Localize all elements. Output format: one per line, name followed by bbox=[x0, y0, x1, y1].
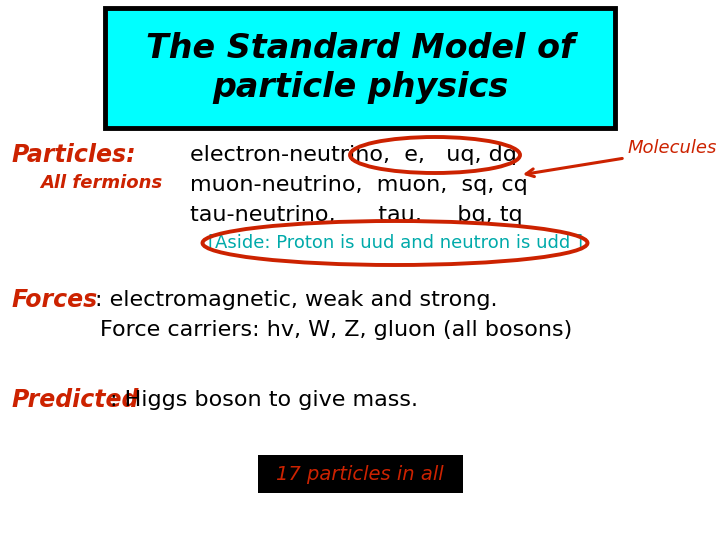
Text: Particles:: Particles: bbox=[12, 143, 137, 167]
Text: tau-neutrino,      tau,     bq, tq: tau-neutrino, tau, bq, tq bbox=[190, 205, 523, 225]
Text: : electromagnetic, weak and strong.: : electromagnetic, weak and strong. bbox=[95, 290, 498, 310]
Text: Force carriers: hv, W, Z, gluon (all bosons): Force carriers: hv, W, Z, gluon (all bos… bbox=[100, 320, 572, 340]
FancyArrowPatch shape bbox=[526, 158, 622, 177]
Text: 17 particles in all: 17 particles in all bbox=[276, 464, 444, 483]
Text: electron-neutrino,  e,   uq, dq: electron-neutrino, e, uq, dq bbox=[190, 145, 517, 165]
Text: Molecules: Molecules bbox=[628, 139, 717, 157]
Text: [Aside: Proton is uud and neutron is udd ]: [Aside: Proton is uud and neutron is udd… bbox=[207, 234, 582, 252]
Text: Predicted: Predicted bbox=[12, 388, 140, 412]
FancyBboxPatch shape bbox=[105, 8, 615, 128]
Text: All fermions: All fermions bbox=[40, 174, 162, 192]
Text: : Higgs boson to give mass.: : Higgs boson to give mass. bbox=[110, 390, 418, 410]
Text: muon-neutrino,  muon,  sq, cq: muon-neutrino, muon, sq, cq bbox=[190, 175, 528, 195]
Text: particle physics: particle physics bbox=[212, 71, 508, 105]
Text: The Standard Model of: The Standard Model of bbox=[145, 31, 575, 64]
Text: Forces: Forces bbox=[12, 288, 98, 312]
FancyBboxPatch shape bbox=[258, 455, 462, 493]
